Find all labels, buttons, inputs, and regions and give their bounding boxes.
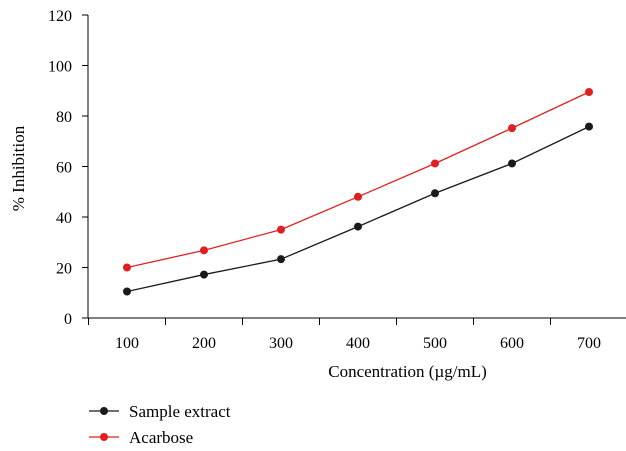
data-point (277, 225, 285, 234)
y-axis-label: % Inhibition (9, 125, 28, 211)
legend-item: Sample extract (89, 402, 231, 421)
axes (87, 15, 626, 319)
y-ticks: 0 20 40 60 80 100 120 (48, 8, 88, 328)
y-tick-label: 80 (56, 109, 72, 126)
data-point (431, 189, 439, 198)
data-point (123, 287, 131, 296)
x-axis-label: Concentration (µg/mL) (328, 362, 487, 381)
x-tick-label: 300 (269, 335, 293, 352)
y-tick-label: 60 (56, 160, 72, 177)
data-point (200, 270, 208, 279)
series-line (126, 91, 590, 269)
y-tick-label: 0 (64, 311, 72, 328)
series-line (126, 126, 590, 293)
legend-label: Sample extract (129, 402, 231, 421)
x-tick-label: 700 (577, 335, 601, 352)
series-group (123, 88, 593, 272)
data-point (354, 192, 362, 201)
legend-marker (100, 433, 108, 441)
data-point (585, 88, 593, 97)
data-point (508, 124, 516, 133)
data-point (123, 263, 131, 272)
x-tick-label: 600 (500, 335, 524, 352)
data-point (200, 246, 208, 255)
data-point (277, 255, 285, 264)
y-tick-label: 100 (48, 59, 72, 76)
data-point (431, 159, 439, 168)
x-tick-label: 500 (423, 335, 447, 352)
x-tick-label: 100 (115, 335, 139, 352)
y-tick-label: 120 (48, 8, 72, 25)
x-tick-label: 400 (346, 335, 370, 352)
data-point (354, 222, 362, 231)
data-point (585, 122, 593, 131)
series-group (123, 122, 593, 296)
y-tick-label: 40 (56, 210, 72, 227)
x-ticks: 100 200 300 400 500 600 700 (88, 318, 601, 352)
legend-item: Acarbose (89, 428, 193, 447)
series-layer (123, 88, 593, 296)
legend: Sample extract Acarbose (89, 402, 231, 447)
x-tick-label: 200 (192, 335, 216, 352)
legend-label: Acarbose (129, 428, 193, 447)
data-point (508, 159, 516, 168)
legend-marker (100, 407, 108, 415)
y-tick-label: 20 (56, 261, 72, 278)
